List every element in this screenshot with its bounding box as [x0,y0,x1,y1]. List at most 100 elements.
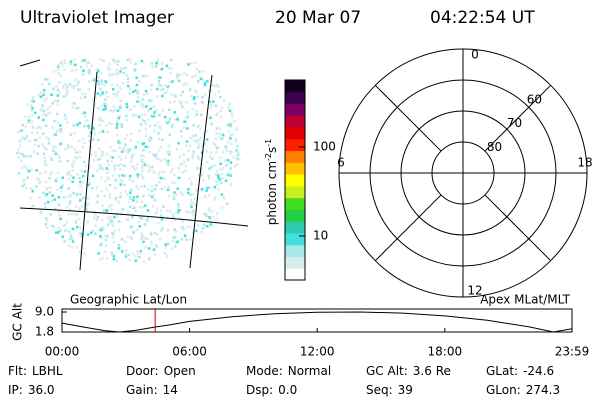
pixel [24,166,28,169]
pixel [99,94,102,97]
pixel [95,219,99,222]
pixel [107,67,110,71]
pixel [122,71,126,75]
pixel [93,77,97,80]
colorbar-cell [285,80,305,93]
pixel [202,223,206,227]
pixel [70,233,73,236]
pixel [124,255,128,258]
pixel [115,260,118,263]
pixel [98,165,101,169]
pixel [108,62,111,66]
pixel [144,237,148,240]
pixel [71,237,74,240]
pixel [140,59,144,63]
pixel [159,145,163,149]
pixel [92,127,95,130]
pixel [106,235,109,238]
pixel [124,66,127,70]
pixel [98,116,102,119]
pixel [216,212,219,215]
pixel [115,214,119,218]
pixel [213,93,217,96]
pixel [35,185,38,188]
pixel [122,148,125,151]
pixel [233,164,237,168]
pixel [219,156,222,159]
pixel [79,192,82,196]
pixel [88,177,91,181]
pixel [192,150,195,154]
pixel [45,124,48,128]
pixel [195,91,198,94]
pixel [165,255,168,258]
pixel [120,125,124,128]
pixel [208,216,211,219]
pixel [93,132,97,136]
pixel [218,136,222,140]
pixel [116,120,119,123]
status-value: 0.0 [278,383,297,397]
pixel [92,78,95,82]
pixel [59,190,63,193]
pixel [136,175,139,178]
pixel [84,120,88,123]
pixel [41,132,45,136]
pixel [217,176,220,179]
pixel [169,72,172,75]
pixel [194,61,197,64]
pixel [104,244,108,247]
colorbar-cell [285,185,305,199]
pixel [221,151,225,154]
pixel [205,160,209,164]
status-label: Gain: [126,383,158,397]
pixel [105,152,109,156]
pixel [205,130,209,133]
pixel [110,221,114,225]
pixel [21,153,24,156]
pixel [100,242,103,246]
pixel [167,152,170,155]
pixel [63,147,67,151]
x-tick-label: 23:59 [555,345,590,359]
pixel [144,246,147,249]
pixel [210,210,213,213]
pixel [182,126,186,130]
pixel [219,95,222,99]
pixel [203,212,206,216]
pixel [54,146,57,149]
pixel [111,224,115,228]
pixel [227,105,230,109]
pixel [208,89,211,93]
pixel [133,146,137,150]
pixel [78,177,81,180]
pixel [202,178,205,182]
image-label: Apex MLat/MLT [480,293,570,307]
pixel [51,126,54,129]
pixel [120,238,124,241]
colorbar-cell [285,127,305,140]
pixel [117,228,121,232]
pixel [227,140,230,144]
pixel [212,142,215,145]
pixel [82,69,85,73]
pixel [68,62,72,65]
pixel [175,148,179,151]
pixel [193,96,196,99]
pixel [67,230,71,233]
pixel [61,235,65,238]
pixel [17,148,20,151]
pixel [94,224,97,227]
pixel [117,200,120,204]
pixel [59,74,62,78]
pixel [128,178,131,181]
pixel [176,211,180,214]
pixel [226,124,229,127]
pixel [99,72,103,75]
pixel [190,137,193,140]
pixel [126,235,129,239]
pixel [151,66,155,69]
pixel [94,214,97,217]
pixel [101,82,104,86]
pixel [156,58,160,62]
